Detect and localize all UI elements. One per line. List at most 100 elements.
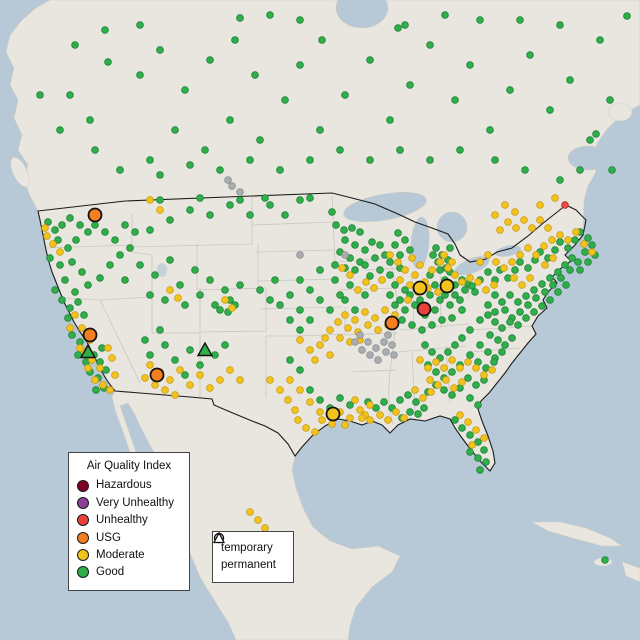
monitor-dots-moderate[interactable] (41, 194, 596, 532)
monitor-dot[interactable] (306, 346, 314, 354)
monitor-dot[interactable] (466, 394, 474, 402)
monitor-dot[interactable] (101, 26, 109, 34)
monitor-dot[interactable] (588, 248, 596, 256)
monitor-dot[interactable] (476, 316, 484, 324)
monitor-dot[interactable] (351, 396, 359, 404)
monitor-dot[interactable] (74, 298, 82, 306)
monitor-dot[interactable] (361, 246, 369, 254)
monitor-dot[interactable] (236, 196, 244, 204)
monitor-dot[interactable] (384, 416, 392, 424)
monitor-dot[interactable] (491, 308, 499, 316)
monitor-dot[interactable] (480, 434, 488, 442)
monitor-dot[interactable] (318, 416, 326, 424)
monitor-dot[interactable] (191, 266, 199, 274)
monitor-dot[interactable] (348, 224, 356, 232)
monitor-dot[interactable] (581, 248, 589, 256)
monitor-dot[interactable] (306, 316, 314, 324)
monitor-dot[interactable] (316, 266, 324, 274)
monitor-dot[interactable] (450, 384, 458, 392)
monitor-dot[interactable] (421, 341, 429, 349)
monitor-dot[interactable] (466, 274, 474, 282)
monitor-dot[interactable] (484, 348, 492, 356)
monitor-dot[interactable] (374, 326, 382, 334)
monitor-dot[interactable] (46, 254, 54, 262)
monitor-dot[interactable] (442, 376, 450, 384)
monitor-dot[interactable] (404, 296, 412, 304)
monitor-dot[interactable] (474, 278, 482, 286)
monitor-dot[interactable] (468, 282, 476, 290)
monitor-dot[interactable] (530, 308, 538, 316)
monitor-dot[interactable] (548, 236, 556, 244)
monitor-dot[interactable] (366, 56, 374, 64)
monitor-dot[interactable] (546, 274, 554, 282)
monitor-dot[interactable] (121, 276, 129, 284)
monitor-dot[interactable] (414, 410, 422, 418)
monitor-dot[interactable] (99, 381, 107, 389)
monitor-dot[interactable] (146, 291, 154, 299)
monitor-dot[interactable] (498, 348, 506, 356)
monitor-dot[interactable] (146, 196, 154, 204)
monitor-dot[interactable] (440, 386, 448, 394)
monitor-dot[interactable] (211, 301, 219, 309)
monitor-dot[interactable] (530, 286, 538, 294)
monitor-dot[interactable] (551, 194, 559, 202)
monitor-dot[interactable] (436, 296, 444, 304)
monitor-dot[interactable] (466, 326, 474, 334)
monitor-dot[interactable] (474, 454, 482, 462)
monitor-dot[interactable] (74, 351, 82, 359)
monitor-dot[interactable] (368, 238, 376, 246)
monitor-dot[interactable] (201, 146, 209, 154)
monitor-dot[interactable] (376, 266, 384, 274)
featured-monitor-markers[interactable] (79, 207, 455, 422)
monitor-dot[interactable] (536, 201, 544, 209)
monitor-dot[interactable] (474, 438, 482, 446)
monitor-dot[interactable] (524, 301, 532, 309)
monitor-dot[interactable] (306, 398, 314, 406)
monitor-dot[interactable] (116, 251, 124, 259)
monitor-dot[interactable] (91, 146, 99, 154)
monitor-dot[interactable] (76, 344, 84, 352)
monitor-dot[interactable] (291, 406, 299, 414)
monitor-dot[interactable] (480, 446, 488, 454)
monitor-dot[interactable] (41, 224, 49, 232)
monitor-dot[interactable] (520, 216, 528, 224)
monitor-dot[interactable] (351, 241, 359, 249)
monitor-dot[interactable] (431, 306, 439, 314)
monitor-dot[interactable] (401, 236, 409, 244)
monitor-dot[interactable] (524, 264, 532, 272)
monitor-dot[interactable] (296, 306, 304, 314)
monitor-dot[interactable] (448, 258, 456, 266)
monitor-dots-red[interactable] (561, 201, 569, 209)
monitor-dot[interactable] (84, 281, 92, 289)
monitor-dot[interactable] (72, 236, 80, 244)
monitor-dot[interactable] (466, 61, 474, 69)
monitor-dot[interactable] (371, 254, 379, 262)
monitor-dot[interactable] (86, 116, 94, 124)
monitor-dot[interactable] (439, 278, 455, 294)
monitor-dot[interactable] (171, 391, 179, 399)
monitor-dot[interactable] (516, 258, 524, 266)
monitor-dot[interactable] (390, 351, 398, 359)
monitor-dot[interactable] (561, 201, 569, 209)
monitor-dot[interactable] (66, 214, 74, 222)
monitor-dot[interactable] (351, 316, 359, 324)
monitor-dot[interactable] (554, 288, 562, 296)
monitor-dot[interactable] (584, 258, 592, 266)
monitor-dot[interactable] (166, 256, 174, 264)
monitor-dot[interactable] (468, 441, 476, 449)
monitor-dot[interactable] (121, 221, 129, 229)
monitor-dot[interactable] (346, 281, 354, 289)
monitor-dot[interactable] (156, 171, 164, 179)
monitor-dot[interactable] (526, 51, 534, 59)
monitor-dot[interactable] (514, 321, 522, 329)
monitor-dot[interactable] (351, 306, 359, 314)
monitor-dot[interactable] (448, 314, 456, 322)
monitor-dot[interactable] (361, 308, 369, 316)
monitor-dot[interactable] (528, 224, 536, 232)
monitor-dot[interactable] (286, 356, 294, 364)
monitor-dot[interactable] (510, 274, 518, 282)
monitor-dot[interactable] (508, 258, 516, 266)
monitor-dot[interactable] (518, 281, 526, 289)
monitor-dot[interactable] (91, 221, 99, 229)
monitor-dot[interactable] (466, 351, 474, 359)
